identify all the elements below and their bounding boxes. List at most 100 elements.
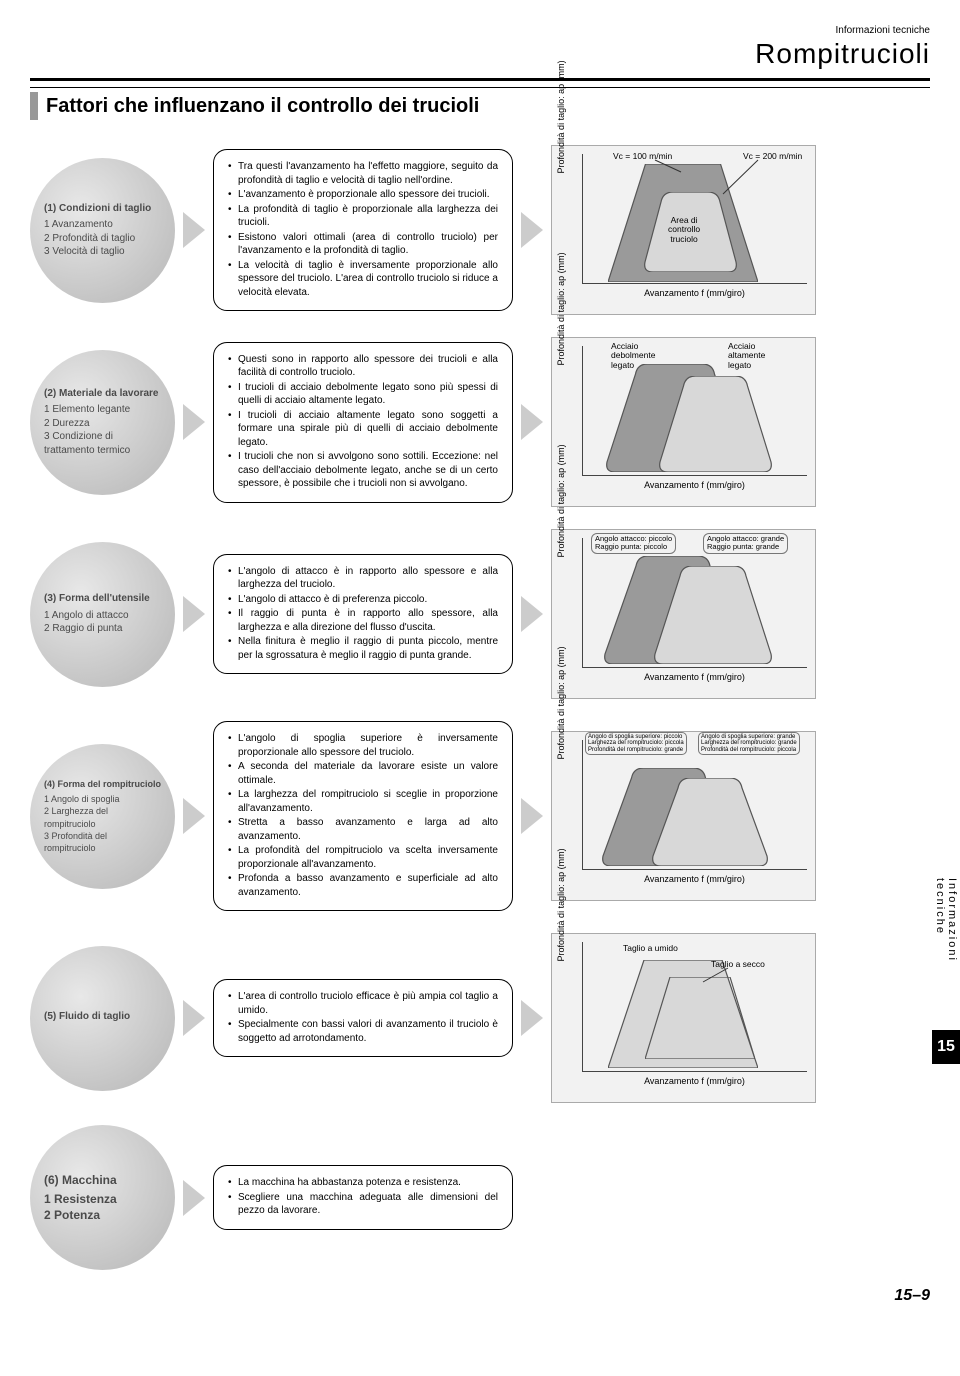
description-box: L'angolo di attacco è in rapporto allo s…: [213, 554, 513, 675]
bullet-item: La larghezza del rompitruciolo si scegli…: [228, 788, 498, 815]
bullet-item: Specialmente con bassi valori di avanzam…: [228, 1018, 498, 1045]
bullet-item: L'angolo di attacco è in rapporto allo s…: [228, 565, 498, 592]
bullet-item: I trucioli che non si avvolgono sono sot…: [228, 450, 498, 491]
circle-heading: (6) Macchina: [44, 1172, 161, 1188]
bullet-item: La velocità di taglio è inversamente pro…: [228, 259, 498, 300]
chart-y-axis-label: Profondità di taglio: ap (mm): [556, 252, 566, 365]
arrow-icon: [521, 404, 543, 440]
factor-circle: (4) Forma del rompitruciolo 1 Angolo di …: [30, 744, 175, 889]
arrow-icon: [521, 212, 543, 248]
page-number: 15–9: [894, 1287, 930, 1305]
circle-line: 2 Potenza: [44, 1207, 161, 1223]
bullet-item: L'avanzamento è proporzionale allo spess…: [228, 188, 498, 202]
circle-line: 2 Durezza: [44, 417, 161, 431]
main-title: Fattori che influenzano il controllo dei…: [46, 95, 479, 118]
chart-0: Profondità di taglio: ap (mm) Vc = 100 m…: [551, 145, 816, 315]
chart-4: Profondità di taglio: ap (mm) Taglio a u…: [551, 933, 816, 1103]
circle-line: 3 Condizione di: [44, 430, 161, 444]
factor-circle: (3) Forma dell'utensile 1 Angolo di atta…: [30, 542, 175, 687]
description-box: L'angolo di spoglia superiore è inversam…: [213, 721, 513, 911]
chart-y-axis-label: Profondità di taglio: ap (mm): [556, 444, 566, 557]
bullet-item: Questi sono in rapporto allo spessore de…: [228, 353, 498, 380]
title-bar: [30, 78, 930, 88]
factor-row-2: (3) Forma dell'utensile 1 Angolo di atta…: [30, 529, 930, 699]
chart-plot-area: Acciaio debolmente legatoAcciaio altamen…: [582, 346, 807, 476]
circle-line: 1 Resistenza: [44, 1191, 161, 1207]
title-marker: [30, 92, 38, 120]
chart-plot-area: Angolo di spoglia superiore: piccolo Lar…: [582, 740, 807, 870]
circle-line: 2 Larghezza del rompitruciolo: [44, 805, 161, 829]
factor-circle: (2) Materiale da lavorare 1 Elemento leg…: [30, 350, 175, 495]
arrow-icon: [183, 1180, 205, 1216]
chart-3: Profondità di taglio: ap (mm) Angolo di …: [551, 731, 816, 901]
bullet-item: La macchina ha abbastanza potenza e resi…: [228, 1176, 498, 1190]
bullet-item: L'angolo di attacco è di preferenza picc…: [228, 593, 498, 607]
bullet-item: L'area di controllo truciolo efficace è …: [228, 990, 498, 1017]
circle-line: 1 Angolo di attacco: [44, 609, 161, 623]
bullet-item: Esistono valori ottimali (area di contro…: [228, 231, 498, 258]
chart-y-axis-label: Profondità di taglio: ap (mm): [556, 848, 566, 961]
description-box: L'area di controllo truciolo efficace è …: [213, 979, 513, 1057]
circle-heading: (4) Forma del rompitruciolo: [44, 778, 161, 790]
circle-heading: (2) Materiale da lavorare: [44, 387, 161, 401]
chart-plot-area: Vc = 100 m/minVc = 200 m/minArea di cont…: [582, 154, 807, 284]
factor-row-5: (6) Macchina 1 Resistenza2 Potenza La ma…: [30, 1125, 930, 1270]
description-box: Tra questi l'avanzamento ha l'effetto ma…: [213, 149, 513, 311]
chart-plot-area: Angolo attacco: piccolo Raggio punta: pi…: [582, 538, 807, 668]
factor-circle: (1) Condizioni di taglio 1 Avanzamento2 …: [30, 158, 175, 303]
chart-y-axis-label: Profondità di taglio: ap (mm): [556, 646, 566, 759]
chart-y-axis-label: Profondità di taglio: ap (mm): [556, 60, 566, 173]
chart-x-axis-label: Avanzamento f (mm/giro): [582, 874, 807, 884]
rows-container: (1) Condizioni di taglio 1 Avanzamento2 …: [30, 145, 930, 1270]
description-box: Questi sono in rapporto allo spessore de…: [213, 342, 513, 503]
arrow-icon: [183, 212, 205, 248]
arrow-icon: [183, 404, 205, 440]
circle-line: 3 Velocità di taglio: [44, 245, 161, 259]
factor-row-4: (5) Fluido di taglio L'area di controllo…: [30, 933, 930, 1103]
title-row: Fattori che influenzano il controllo dei…: [30, 92, 930, 120]
side-tab-number: 15: [932, 1030, 960, 1064]
circle-line: 1 Elemento legante: [44, 403, 161, 417]
factor-row-1: (2) Materiale da lavorare 1 Elemento leg…: [30, 337, 930, 507]
circle-line: 1 Avanzamento: [44, 218, 161, 232]
circle-line: trattamento termico: [44, 444, 161, 458]
arrow-icon: [183, 1000, 205, 1036]
bullet-item: La profondità del rompitruciolo va scelt…: [228, 844, 498, 871]
circle-heading: (3) Forma dell'utensile: [44, 592, 161, 606]
circle-heading: (1) Condizioni di taglio: [44, 202, 161, 216]
bullet-item: Nella finitura è meglio il raggio di pun…: [228, 635, 498, 662]
header-title: Rompitrucioli: [30, 38, 930, 70]
bullet-item: A seconda del materiale da lavorare esis…: [228, 760, 498, 787]
arrow-icon: [183, 798, 205, 834]
bullet-item: Il raggio di punta è in rapporto allo sp…: [228, 607, 498, 634]
circle-line: 1 Angolo di spoglia: [44, 793, 161, 805]
circle-line: 3 Profondità del rompitruciolo: [44, 830, 161, 854]
circle-line: 2 Profondità di taglio: [44, 232, 161, 246]
description-box: La macchina ha abbastanza potenza e resi…: [213, 1165, 513, 1230]
chart-plot-area: Taglio a umidoTaglio a secco: [582, 942, 807, 1072]
bullet-item: Profonda a basso avanzamento e superfici…: [228, 872, 498, 899]
circle-heading: (5) Fluido di taglio: [44, 1010, 161, 1024]
factor-circle: (6) Macchina 1 Resistenza2 Potenza: [30, 1125, 175, 1270]
chart-x-axis-label: Avanzamento f (mm/giro): [582, 672, 807, 682]
arrow-icon: [521, 1000, 543, 1036]
arrow-icon: [183, 596, 205, 632]
bullet-item: Tra questi l'avanzamento ha l'effetto ma…: [228, 160, 498, 187]
bullet-item: L'angolo di spoglia superiore è inversam…: [228, 732, 498, 759]
bullet-item: La profondità di taglio è proporzionale …: [228, 203, 498, 230]
header-tag: Informazioni tecniche: [30, 25, 930, 36]
side-tab-text: Informazioni tecniche: [934, 870, 958, 1030]
factor-row-0: (1) Condizioni di taglio 1 Avanzamento2 …: [30, 145, 930, 315]
circle-line: 2 Raggio di punta: [44, 622, 161, 636]
arrow-icon: [521, 798, 543, 834]
chart-x-axis-label: Avanzamento f (mm/giro): [582, 480, 807, 490]
factor-row-3: (4) Forma del rompitruciolo 1 Angolo di …: [30, 721, 930, 911]
bullet-item: Scegliere una macchina adeguata alle dim…: [228, 1191, 498, 1218]
chart-x-axis-label: Avanzamento f (mm/giro): [582, 288, 807, 298]
bullet-item: I trucioli di acciaio debolmente legato …: [228, 381, 498, 408]
bullet-item: I trucioli di acciaio altamente legato s…: [228, 409, 498, 450]
chart-2: Profondità di taglio: ap (mm) Angolo att…: [551, 529, 816, 699]
chart-x-axis-label: Avanzamento f (mm/giro): [582, 1076, 807, 1086]
chart-1: Profondità di taglio: ap (mm) Acciaio de…: [551, 337, 816, 507]
arrow-icon: [521, 596, 543, 632]
